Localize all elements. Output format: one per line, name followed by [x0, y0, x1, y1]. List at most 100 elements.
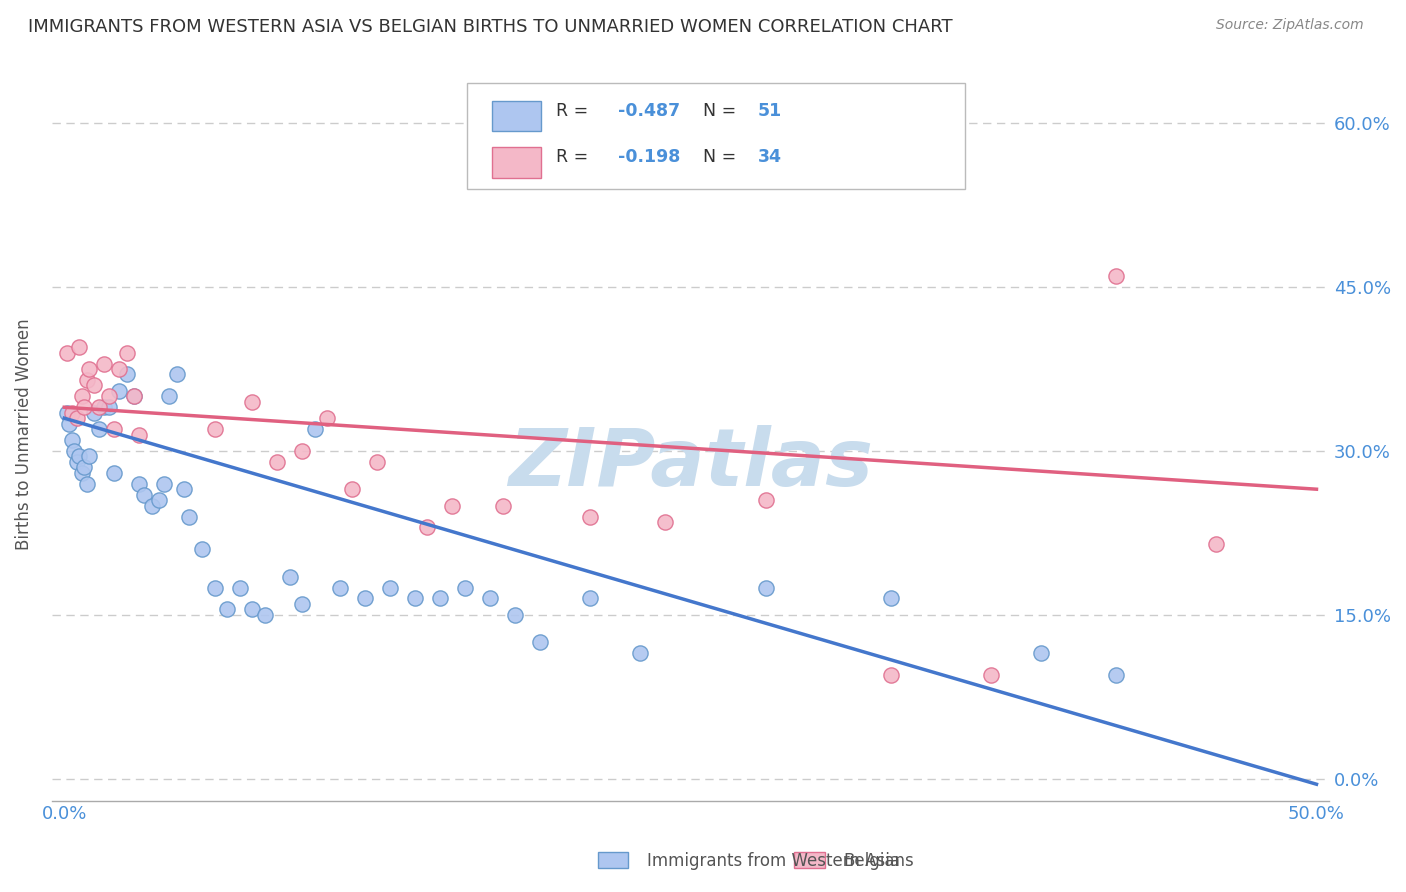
Point: [103, 466, 125, 480]
Text: ZIPatlas: ZIPatlas: [508, 425, 873, 503]
Point: [329, 581, 352, 595]
Bar: [492, 147, 541, 178]
Point: [98, 389, 121, 403]
Point: [83, 406, 105, 420]
Point: [55, 406, 77, 420]
Point: [579, 591, 602, 606]
Text: R =: R =: [557, 102, 593, 120]
Point: [1105, 269, 1128, 284]
Point: [66, 455, 89, 469]
Point: [115, 368, 138, 382]
Point: [89, 401, 111, 415]
Point: [70, 466, 93, 480]
Text: IMMIGRANTS FROM WESTERN ASIA VS BELGIAN BIRTHS TO UNMARRIED WOMEN CORRELATION CH: IMMIGRANTS FROM WESTERN ASIA VS BELGIAN …: [28, 18, 953, 36]
Point: [60, 433, 83, 447]
Point: [429, 591, 451, 606]
Point: [441, 499, 464, 513]
Point: [204, 422, 226, 436]
Point: [654, 515, 676, 529]
Point: [159, 389, 181, 403]
Text: 34: 34: [758, 148, 782, 166]
Point: [1029, 646, 1052, 660]
Point: [378, 581, 401, 595]
Point: [76, 476, 98, 491]
Point: [134, 488, 156, 502]
Point: [754, 581, 776, 595]
Point: [67, 340, 90, 354]
Point: [124, 389, 146, 403]
Point: [93, 401, 115, 415]
Point: [58, 417, 80, 431]
Point: [204, 581, 226, 595]
Point: [304, 422, 326, 436]
Text: -0.487: -0.487: [617, 102, 679, 120]
Point: [754, 493, 776, 508]
Point: [240, 602, 263, 616]
Point: [73, 401, 96, 415]
Point: [491, 499, 513, 513]
Point: [148, 493, 170, 508]
Point: [153, 476, 176, 491]
Text: Source: ZipAtlas.com: Source: ZipAtlas.com: [1216, 18, 1364, 32]
Bar: [794, 852, 825, 868]
Point: [1105, 668, 1128, 682]
Point: [366, 455, 388, 469]
Point: [454, 581, 477, 595]
Point: [141, 499, 163, 513]
Point: [628, 646, 651, 660]
Point: [980, 668, 1002, 682]
Point: [103, 422, 125, 436]
Text: N =: N =: [703, 148, 742, 166]
Point: [108, 362, 131, 376]
Point: [79, 450, 101, 464]
Point: [128, 476, 150, 491]
Bar: [598, 852, 628, 868]
FancyBboxPatch shape: [467, 83, 965, 189]
Point: [1205, 537, 1227, 551]
Point: [240, 394, 263, 409]
Point: [228, 581, 250, 595]
Point: [215, 602, 238, 616]
Point: [98, 401, 121, 415]
Point: [503, 607, 526, 622]
Point: [66, 411, 89, 425]
Text: Belgians: Belgians: [844, 852, 914, 870]
Point: [128, 427, 150, 442]
Point: [108, 384, 131, 398]
Point: [342, 482, 364, 496]
Point: [179, 509, 201, 524]
Text: N =: N =: [703, 102, 742, 120]
Point: [353, 591, 375, 606]
Text: R =: R =: [557, 148, 593, 166]
Point: [63, 444, 86, 458]
Point: [76, 373, 98, 387]
Point: [166, 368, 188, 382]
Point: [191, 542, 214, 557]
Point: [173, 482, 195, 496]
Point: [266, 455, 288, 469]
Point: [291, 444, 314, 458]
Point: [70, 389, 93, 403]
Point: [291, 597, 314, 611]
Text: -0.198: -0.198: [617, 148, 681, 166]
Point: [579, 509, 602, 524]
Point: [93, 357, 115, 371]
Point: [529, 635, 551, 649]
Point: [479, 591, 502, 606]
Bar: [492, 101, 541, 131]
Point: [67, 450, 90, 464]
Point: [880, 668, 903, 682]
Point: [253, 607, 276, 622]
Point: [124, 389, 146, 403]
Point: [880, 591, 903, 606]
Point: [79, 362, 101, 376]
Point: [55, 345, 77, 359]
Y-axis label: Births to Unmarried Women: Births to Unmarried Women: [15, 318, 32, 550]
Point: [278, 569, 301, 583]
Point: [316, 411, 339, 425]
Point: [115, 345, 138, 359]
Point: [73, 460, 96, 475]
Point: [83, 378, 105, 392]
Text: Immigrants from Western Asia: Immigrants from Western Asia: [647, 852, 900, 870]
Text: 51: 51: [758, 102, 782, 120]
